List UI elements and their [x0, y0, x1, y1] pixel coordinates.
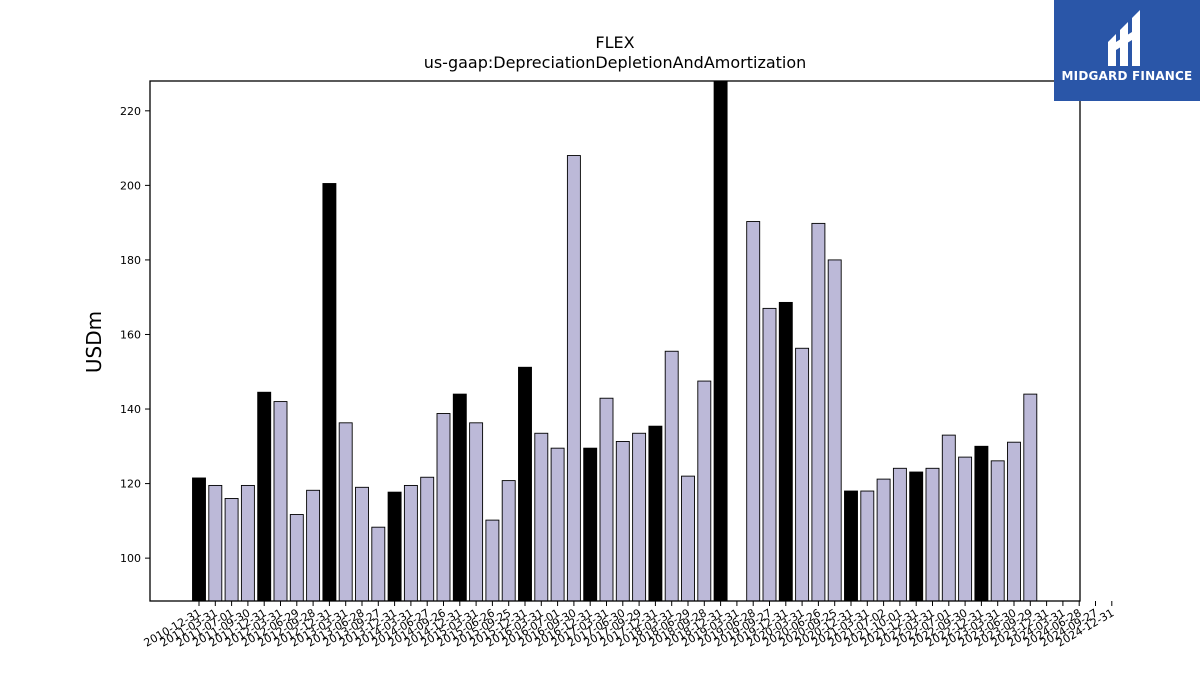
- plot-frame: [149, 80, 1081, 602]
- y-tick-label: 220: [120, 105, 141, 118]
- y-tick-label: 200: [120, 179, 141, 192]
- bar: [192, 477, 206, 602]
- y-tick-label: 160: [120, 328, 141, 341]
- bar: [892, 467, 907, 602]
- bar: [599, 397, 614, 602]
- bar: [583, 447, 598, 602]
- bar: [827, 259, 842, 602]
- bar: [371, 526, 386, 602]
- bar: [322, 183, 337, 602]
- bar: [762, 307, 777, 602]
- bar: [974, 445, 989, 602]
- y-tick-label: 100: [120, 552, 141, 565]
- bar: [501, 480, 516, 602]
- bar: [452, 393, 467, 602]
- bar: [664, 350, 679, 602]
- bar: [844, 490, 858, 602]
- bar: [257, 391, 272, 602]
- bar: [273, 401, 288, 602]
- y-axis-ticks: 100 120 140 160 180 200 220: [120, 105, 150, 565]
- bar: [990, 460, 1005, 602]
- y-tick-label: 120: [120, 478, 141, 491]
- brand-logo: MIDGARD FINANCE: [1054, 0, 1200, 101]
- bar: [746, 221, 761, 602]
- bar: [403, 484, 418, 602]
- logo-text: MIDGARD FINANCE: [1061, 69, 1193, 83]
- bar: [632, 432, 647, 602]
- bar: [713, 80, 728, 602]
- bar: [240, 484, 255, 602]
- y-axis-label: USDm: [82, 311, 106, 373]
- bar: [795, 347, 810, 602]
- bar: [909, 471, 924, 602]
- bar: [876, 478, 891, 602]
- bar: [534, 432, 549, 602]
- y-tick-label: 180: [120, 254, 141, 267]
- bar: [778, 301, 793, 602]
- bar: [306, 489, 321, 602]
- bar: [1007, 441, 1021, 602]
- bar: [420, 476, 435, 602]
- bar: [518, 366, 532, 602]
- bar: [1023, 393, 1038, 602]
- bar: [941, 434, 956, 602]
- x-axis-ticks: 2010-12-312011-03-312011-07-012011-09-30…: [142, 601, 1116, 650]
- chart-title: FLEX: [595, 33, 634, 52]
- bar: [436, 413, 451, 602]
- y-tick-label: 140: [120, 403, 141, 416]
- bar: [681, 475, 695, 602]
- bar: [697, 380, 712, 602]
- bar: [224, 498, 239, 602]
- bar: [355, 486, 369, 602]
- bar: [925, 467, 940, 602]
- bar: [289, 514, 304, 602]
- bars-group: [192, 80, 1038, 602]
- bar: [615, 441, 630, 602]
- chart-subtitle: us-gaap:DepreciationDepletionAndAmortiza…: [424, 53, 807, 72]
- bar: [338, 422, 353, 602]
- bar: [485, 519, 500, 602]
- bar: [860, 490, 875, 602]
- bar: [811, 222, 826, 602]
- bar: [469, 422, 484, 602]
- bar: [550, 447, 565, 602]
- bar: [566, 155, 581, 602]
- bar: [208, 484, 223, 602]
- bar: [387, 491, 402, 602]
- bar: [648, 425, 663, 602]
- bar: [958, 456, 973, 602]
- midgard-logo-icon: [1108, 10, 1140, 66]
